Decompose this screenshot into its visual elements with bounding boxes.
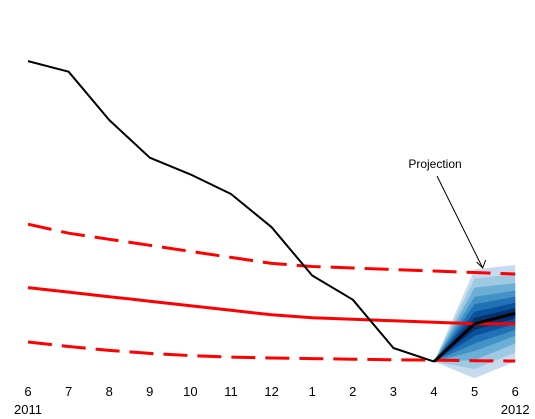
x-axis-year-labels: 2011 2012 — [14, 402, 530, 417]
projection-label: Projection — [408, 157, 461, 171]
upper-bound-line — [27, 222, 516, 276]
projection-fan — [434, 264, 516, 379]
projection-annotation: Projection — [408, 157, 487, 269]
x-tick-label: 8 — [106, 384, 113, 399]
x-tick-label: 12 — [264, 384, 278, 399]
x-tick-label: 11 — [224, 384, 238, 399]
x-tick-label: 10 — [183, 384, 197, 399]
chart-lines — [27, 60, 516, 363]
x-tick-label: 3 — [390, 384, 397, 399]
projection-arrow-head — [476, 259, 487, 269]
fan-band-0 — [434, 308, 516, 362]
projection-median-line — [432, 311, 516, 363]
observed-line — [27, 60, 435, 363]
x-year-label: 2011 — [14, 402, 42, 417]
x-tick-label: 6 — [24, 384, 31, 399]
x-year-label: 2012 — [501, 402, 530, 417]
lower-bound-line — [27, 340, 516, 363]
x-tick-label: 4 — [430, 384, 437, 399]
x-tick-label: 2 — [349, 384, 356, 399]
central-line — [27, 286, 516, 326]
x-tick-label: 6 — [512, 384, 519, 399]
x-tick-label: 9 — [146, 384, 153, 399]
x-tick-label: 1 — [309, 384, 316, 399]
x-axis-tick-labels: 6 7 8 9 10 11 12 1 2 3 4 5 6 — [24, 384, 518, 399]
x-tick-label: 5 — [471, 384, 478, 399]
projection-arrow-line — [436, 175, 484, 269]
x-tick-label: 7 — [65, 384, 72, 399]
